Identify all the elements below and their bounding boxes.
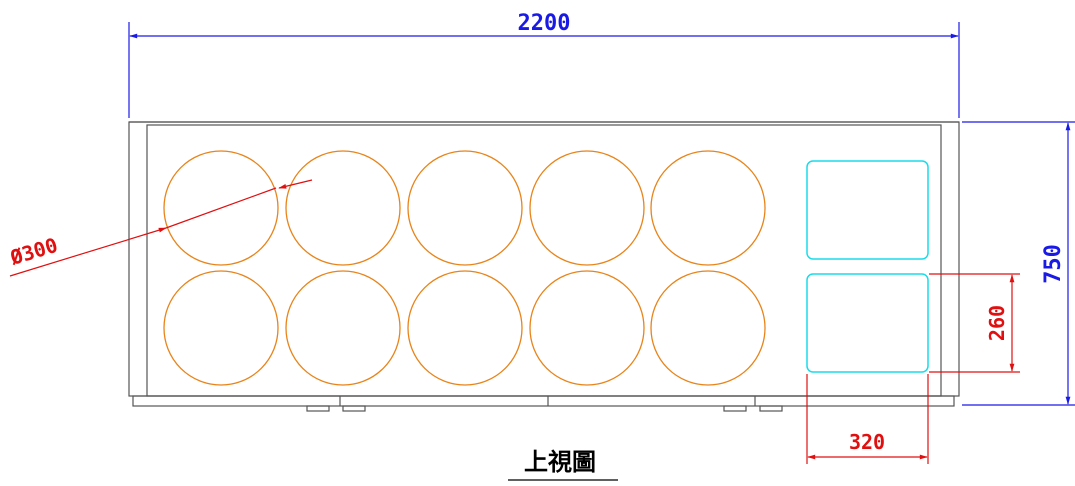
box-width-label: 320: [849, 430, 885, 454]
round-well: [650, 150, 766, 266]
round-well: [285, 270, 401, 386]
view-title: 上視圖: [524, 448, 596, 476]
round-well: [407, 270, 523, 386]
diameter-label: Ø300: [6, 233, 60, 270]
round-well: [407, 150, 523, 266]
foot: [759, 405, 783, 412]
round-well: [285, 150, 401, 266]
foot: [723, 405, 747, 412]
round-well: [163, 150, 279, 266]
cabinet-inner-frame: [146, 124, 942, 397]
round-well: [529, 270, 645, 386]
round-well: [163, 270, 279, 386]
foot: [306, 405, 330, 412]
square-wells: [806, 160, 929, 373]
width-dimension: [128, 22, 960, 118]
box-width-dimension: [806, 374, 929, 464]
diameter-leader: [9, 179, 313, 277]
width-dimension-label: 2200: [518, 11, 571, 36]
square-well-top: [806, 160, 929, 260]
foot: [342, 405, 366, 412]
depth-dimension: [962, 121, 1075, 406]
round-well: [529, 150, 645, 266]
box-depth-dimension: [929, 273, 1020, 373]
circle-grid: [163, 150, 766, 386]
cabinet-outline: [128, 121, 960, 412]
cabinet-base: [132, 395, 955, 407]
square-well-bottom: [806, 273, 929, 373]
box-depth-label: 260: [985, 305, 1009, 341]
depth-dimension-label: 750: [1041, 244, 1066, 284]
round-well: [650, 270, 766, 386]
